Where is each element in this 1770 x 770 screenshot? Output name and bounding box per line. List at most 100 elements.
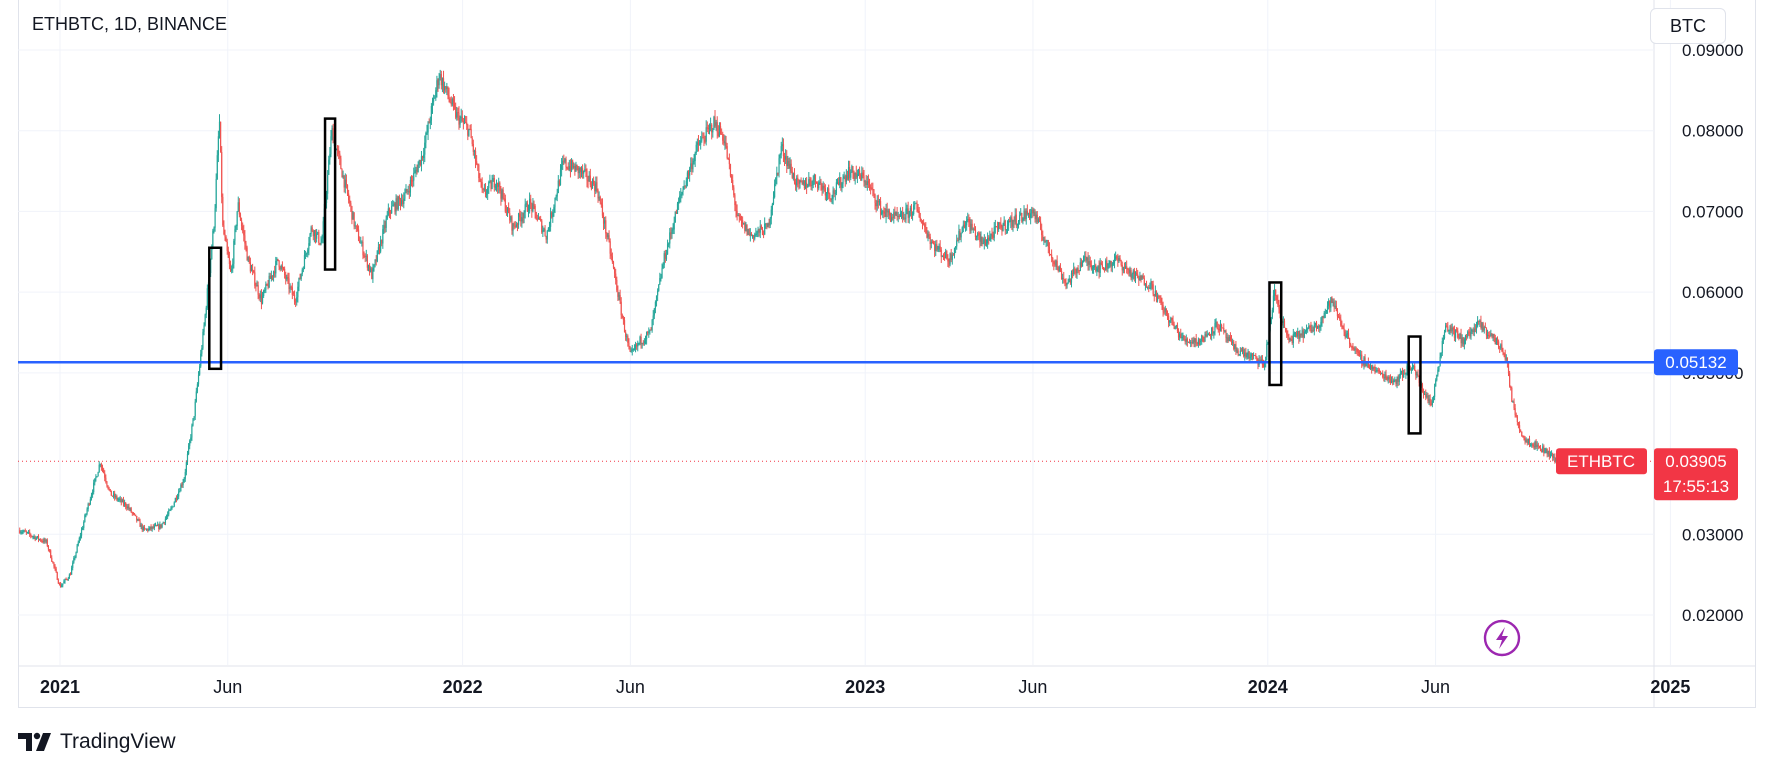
candle-body xyxy=(1244,352,1246,357)
candle-body xyxy=(1414,365,1416,371)
y-tick-label: 0.09000 xyxy=(1682,41,1743,60)
tradingview-logo[interactable]: TradingView xyxy=(18,728,176,756)
candle-body xyxy=(497,182,499,187)
candle-body xyxy=(1129,270,1131,274)
candle-body xyxy=(742,220,744,224)
candle-body xyxy=(226,241,228,251)
candle-body xyxy=(1089,261,1091,265)
candle-body xyxy=(917,209,919,211)
candle-body xyxy=(622,317,625,321)
candle-body xyxy=(271,275,274,277)
candle-body xyxy=(232,263,234,269)
candle-body xyxy=(126,506,128,509)
candle-body xyxy=(789,163,791,169)
candle-body xyxy=(336,149,339,151)
candle-body xyxy=(1386,376,1388,380)
candle-body xyxy=(1378,370,1380,372)
candle-body xyxy=(651,319,653,331)
candle-body xyxy=(1550,453,1553,455)
candle-body xyxy=(328,159,330,175)
candle-body xyxy=(189,440,191,446)
candle-body xyxy=(1535,441,1537,448)
candle-body xyxy=(80,529,83,536)
candle-body xyxy=(1405,373,1407,375)
candle-body xyxy=(975,235,978,238)
candle-body xyxy=(1111,263,1113,267)
candle-body xyxy=(446,86,448,90)
candle-body xyxy=(525,203,527,205)
candle-body xyxy=(637,342,639,347)
candle-body xyxy=(187,445,190,455)
symbol-title[interactable]: ETHBTC, 1D, BINANCE xyxy=(32,14,228,34)
price-chart[interactable]: 0.090000.080000.070000.060000.050000.030… xyxy=(0,0,1770,710)
candle-body xyxy=(1502,350,1504,353)
candle-body xyxy=(852,166,854,174)
candle-body xyxy=(375,259,377,262)
candle-body xyxy=(718,126,721,137)
candle-body xyxy=(450,102,452,105)
candle-body xyxy=(514,226,516,228)
candle-body xyxy=(1149,287,1151,289)
candle-body xyxy=(946,251,948,259)
candle-body xyxy=(1552,453,1554,458)
candle-body xyxy=(686,172,689,181)
candle-body xyxy=(472,143,474,152)
candle-body xyxy=(45,539,47,542)
candle-body xyxy=(1390,380,1393,383)
candle-body xyxy=(588,175,590,182)
candle-body xyxy=(31,535,33,537)
candle-body xyxy=(130,508,132,513)
candle-body xyxy=(95,476,97,479)
candle-body xyxy=(829,193,831,199)
candle-body xyxy=(329,154,331,160)
candle-body xyxy=(1127,268,1129,270)
candle-body xyxy=(999,222,1001,224)
candle-body xyxy=(1304,331,1307,333)
candle-body xyxy=(719,126,722,134)
lightning-icon[interactable] xyxy=(1483,619,1521,657)
candle-body xyxy=(1239,350,1241,355)
candle-body xyxy=(419,160,421,166)
candle-body xyxy=(133,513,136,515)
candle-body xyxy=(1234,344,1236,349)
candle-body xyxy=(365,255,367,257)
candle-body xyxy=(769,218,771,226)
candle-body xyxy=(173,502,175,507)
candle-body xyxy=(1177,330,1180,338)
candle-body xyxy=(1459,334,1461,339)
candle-body xyxy=(227,250,229,258)
candle-body xyxy=(1160,297,1162,303)
candle-body xyxy=(776,172,778,178)
candle-body xyxy=(883,211,885,214)
candle-body xyxy=(1480,320,1482,328)
candle-body xyxy=(601,204,604,216)
candle-body xyxy=(1201,335,1203,342)
candle-body xyxy=(272,271,275,277)
candle-body xyxy=(432,98,435,102)
candle-body xyxy=(321,238,323,243)
candle-body xyxy=(1409,368,1411,371)
candle-body xyxy=(319,243,321,245)
candle-body xyxy=(995,226,998,228)
currency-button[interactable]: BTC xyxy=(1650,8,1726,44)
candle-body xyxy=(258,294,260,299)
candle-body xyxy=(1126,266,1128,269)
candle-body xyxy=(938,246,940,249)
candle-body xyxy=(860,174,862,180)
candle-body xyxy=(913,205,915,215)
candle-body xyxy=(672,229,674,231)
candle-body xyxy=(921,222,924,224)
candle-body xyxy=(888,210,890,216)
candle-body xyxy=(468,128,470,136)
y-tick-label: 0.03000 xyxy=(1682,525,1743,544)
candle-body xyxy=(1123,267,1126,269)
candle-body xyxy=(817,183,819,189)
candle-body xyxy=(1227,337,1229,342)
candle-body xyxy=(969,222,971,231)
candle-body xyxy=(352,212,354,220)
candle-body xyxy=(237,202,239,212)
candle-body xyxy=(178,491,180,497)
candle-body xyxy=(88,503,90,505)
candle-body xyxy=(1311,330,1313,332)
candle-body xyxy=(1360,354,1362,356)
